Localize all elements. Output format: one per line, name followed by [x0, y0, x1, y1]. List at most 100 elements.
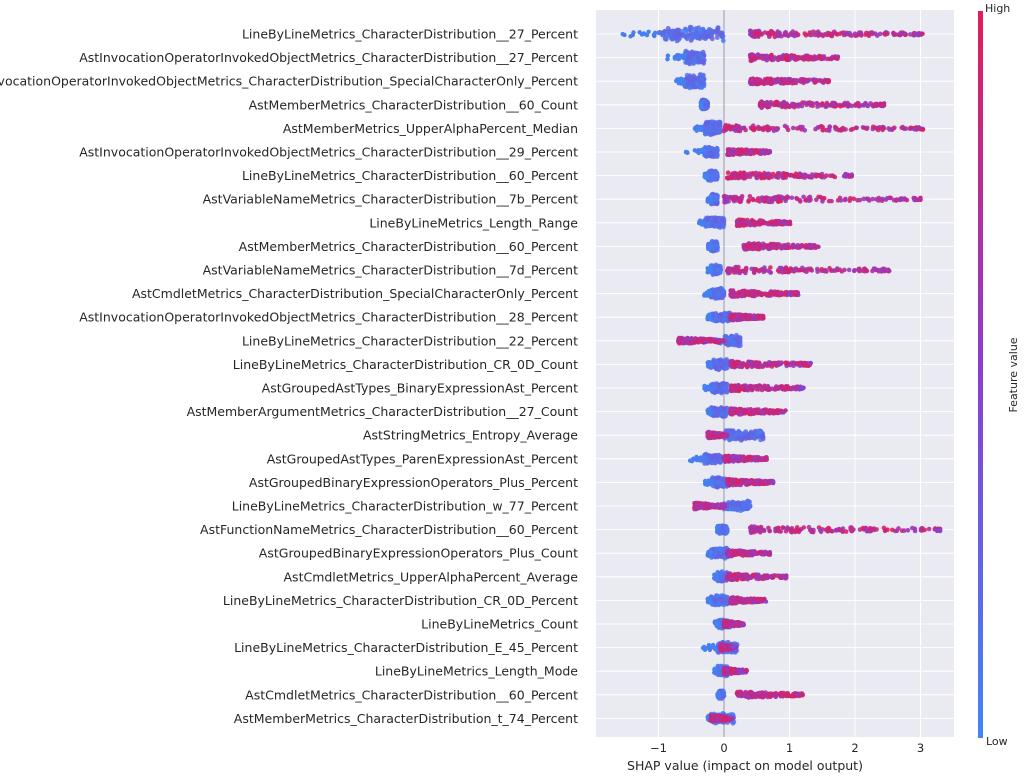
point — [731, 126, 737, 132]
point — [746, 313, 751, 319]
point — [833, 126, 839, 132]
point — [914, 126, 919, 131]
point — [804, 363, 809, 368]
point — [838, 127, 843, 133]
point — [752, 78, 758, 83]
point — [813, 30, 819, 35]
point — [813, 79, 818, 85]
point — [717, 387, 723, 392]
point — [736, 289, 742, 295]
point — [834, 103, 839, 108]
point — [920, 31, 925, 36]
point — [663, 34, 668, 40]
point — [697, 337, 702, 343]
point — [770, 171, 776, 177]
point — [675, 53, 680, 58]
point — [788, 221, 793, 227]
point — [750, 244, 756, 250]
point — [713, 296, 718, 301]
point — [723, 383, 729, 389]
point — [802, 128, 808, 133]
point — [824, 104, 829, 109]
point — [672, 56, 678, 61]
point — [793, 57, 798, 62]
point — [806, 266, 811, 272]
point — [759, 80, 765, 85]
point — [901, 197, 906, 202]
point — [639, 32, 645, 37]
point — [797, 78, 802, 83]
point — [735, 174, 741, 179]
point — [822, 174, 827, 180]
point — [743, 127, 748, 133]
point — [756, 289, 762, 295]
point — [860, 268, 865, 274]
point — [704, 104, 710, 110]
point — [667, 31, 673, 36]
point — [860, 103, 865, 108]
point — [699, 82, 704, 87]
point — [783, 266, 789, 271]
point — [707, 313, 712, 318]
point — [766, 30, 771, 36]
point — [680, 80, 685, 85]
point — [754, 81, 760, 87]
point — [847, 198, 852, 203]
point — [768, 270, 773, 275]
point — [881, 103, 887, 108]
point — [756, 246, 762, 252]
point — [772, 78, 778, 84]
point — [820, 199, 825, 204]
point — [796, 104, 801, 109]
point — [727, 342, 733, 347]
point — [827, 265, 832, 271]
point — [752, 220, 758, 226]
point — [766, 362, 771, 368]
point — [714, 340, 719, 345]
point — [829, 198, 834, 204]
point — [867, 30, 872, 36]
point — [687, 85, 693, 91]
point — [670, 28, 676, 34]
point — [716, 291, 721, 297]
point — [828, 173, 833, 178]
point — [698, 100, 704, 105]
point — [708, 150, 714, 156]
point — [732, 267, 738, 272]
point — [706, 28, 711, 34]
point — [748, 52, 753, 58]
point — [755, 52, 761, 57]
point — [706, 246, 711, 251]
point — [678, 76, 684, 82]
point — [750, 197, 756, 203]
point — [756, 196, 761, 201]
point — [788, 266, 793, 271]
point — [719, 364, 724, 370]
point — [702, 383, 707, 389]
point — [884, 267, 889, 273]
point — [764, 57, 770, 63]
point — [665, 26, 671, 31]
point — [900, 31, 906, 37]
feature-row-points — [692, 119, 926, 138]
feature-row-points — [620, 24, 925, 44]
point — [724, 195, 729, 201]
point — [665, 57, 670, 62]
point — [843, 171, 848, 177]
point — [789, 55, 794, 61]
point — [797, 198, 803, 203]
point — [831, 268, 836, 273]
point — [730, 289, 736, 294]
point — [780, 270, 785, 275]
point — [714, 201, 720, 206]
point — [768, 265, 773, 270]
point — [791, 173, 797, 179]
point — [705, 125, 711, 130]
point — [815, 125, 821, 130]
point — [770, 196, 775, 201]
point — [705, 360, 710, 365]
point — [691, 59, 696, 65]
feature-row-points — [698, 97, 887, 112]
point — [764, 172, 770, 177]
point — [694, 148, 699, 154]
